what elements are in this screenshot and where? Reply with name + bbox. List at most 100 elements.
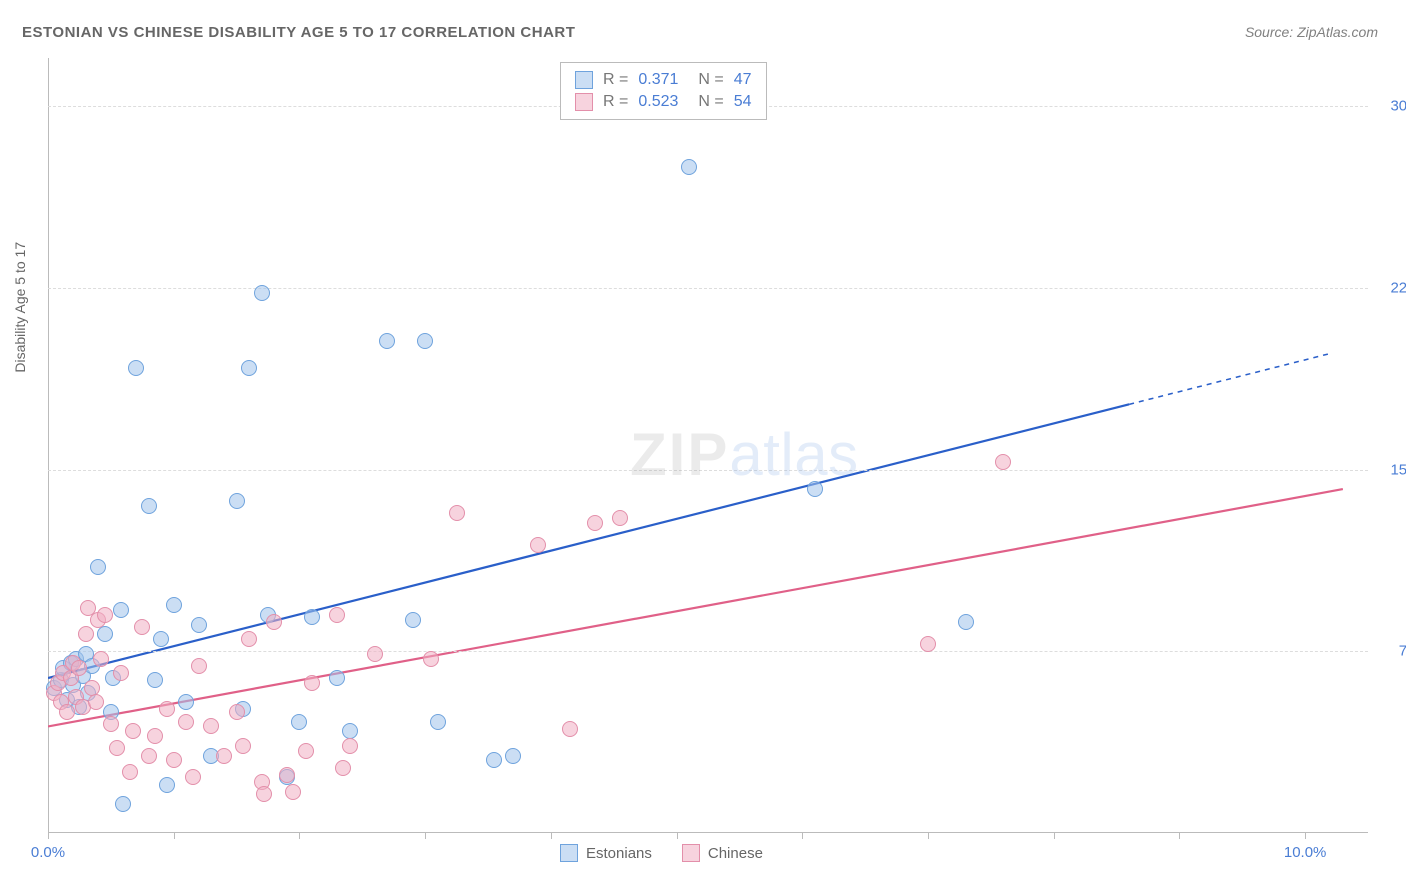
stat-n-label: N = bbox=[698, 93, 723, 111]
x-tick bbox=[299, 833, 300, 839]
scatter-point bbox=[141, 498, 157, 514]
scatter-point bbox=[128, 360, 144, 376]
stat-r-value: 0.371 bbox=[638, 71, 678, 89]
y-tick-label: 15.0% bbox=[1390, 461, 1406, 478]
scatter-point bbox=[423, 651, 439, 667]
scatter-point bbox=[84, 680, 100, 696]
x-tick bbox=[425, 833, 426, 839]
chart-title: ESTONIAN VS CHINESE DISABILITY AGE 5 TO … bbox=[22, 24, 575, 41]
scatter-point bbox=[134, 619, 150, 635]
scatter-point bbox=[191, 617, 207, 633]
scatter-point bbox=[329, 670, 345, 686]
y-tick-label: 7.5% bbox=[1399, 643, 1406, 660]
scatter-point bbox=[304, 675, 320, 691]
scatter-point bbox=[229, 493, 245, 509]
scatter-point bbox=[78, 626, 94, 642]
stat-n-label: N = bbox=[698, 71, 723, 89]
scatter-point bbox=[93, 651, 109, 667]
scatter-point bbox=[342, 738, 358, 754]
scatter-point bbox=[166, 597, 182, 613]
scatter-point bbox=[266, 614, 282, 630]
gridline bbox=[48, 470, 1368, 471]
scatter-point bbox=[178, 694, 194, 710]
scatter-point bbox=[449, 505, 465, 521]
x-tick bbox=[551, 833, 552, 839]
stats-legend: R = 0.371 N = 47 R = 0.523 N = 54 bbox=[560, 62, 767, 120]
scatter-point bbox=[335, 760, 351, 776]
scatter-point bbox=[203, 718, 219, 734]
scatter-point bbox=[71, 660, 87, 676]
x-tick bbox=[928, 833, 929, 839]
scatter-point bbox=[405, 612, 421, 628]
scatter-point bbox=[97, 607, 113, 623]
stats-legend-row: R = 0.523 N = 54 bbox=[575, 91, 752, 113]
scatter-point bbox=[191, 658, 207, 674]
x-tick-label: 10.0% bbox=[1284, 844, 1327, 861]
scatter-point bbox=[122, 764, 138, 780]
series-legend-label: Chinese bbox=[708, 845, 763, 862]
scatter-point bbox=[109, 740, 125, 756]
stat-n-value: 54 bbox=[734, 93, 752, 111]
swatch-chinese-icon bbox=[682, 844, 700, 862]
y-tick-label: 22.5% bbox=[1390, 280, 1406, 297]
stat-r-value: 0.523 bbox=[638, 93, 678, 111]
source-attribution: Source: ZipAtlas.com bbox=[1245, 24, 1378, 40]
series-legend-item-estonians: Estonians bbox=[560, 844, 652, 862]
x-tick bbox=[802, 833, 803, 839]
scatter-point bbox=[147, 728, 163, 744]
plot-area: 7.5%15.0%22.5%30.0%0.0%10.0% bbox=[48, 58, 1368, 833]
scatter-point bbox=[304, 609, 320, 625]
scatter-point bbox=[241, 631, 257, 647]
scatter-point bbox=[256, 786, 272, 802]
scatter-point bbox=[329, 607, 345, 623]
scatter-point bbox=[612, 510, 628, 526]
scatter-point bbox=[113, 665, 129, 681]
stat-r-label: R = bbox=[603, 93, 628, 111]
scatter-point bbox=[254, 285, 270, 301]
y-tick-label: 30.0% bbox=[1390, 98, 1406, 115]
gridline bbox=[48, 651, 1368, 652]
scatter-point bbox=[291, 714, 307, 730]
scatter-point bbox=[285, 784, 301, 800]
swatch-icon bbox=[575, 93, 593, 111]
stat-r-label: R = bbox=[603, 71, 628, 89]
scatter-point bbox=[97, 626, 113, 642]
scatter-point bbox=[430, 714, 446, 730]
scatter-point bbox=[298, 743, 314, 759]
x-tick bbox=[48, 833, 49, 839]
series-legend-label: Estonians bbox=[586, 845, 652, 862]
scatter-point bbox=[59, 704, 75, 720]
stats-legend-row: R = 0.371 N = 47 bbox=[575, 69, 752, 91]
scatter-point bbox=[379, 333, 395, 349]
stat-n-value: 47 bbox=[734, 71, 752, 89]
scatter-point bbox=[417, 333, 433, 349]
scatter-point bbox=[681, 159, 697, 175]
scatter-point bbox=[103, 716, 119, 732]
scatter-point bbox=[505, 748, 521, 764]
series-legend: Estonians Chinese bbox=[560, 844, 763, 862]
scatter-point bbox=[159, 777, 175, 793]
gridline bbox=[48, 288, 1368, 289]
x-tick bbox=[174, 833, 175, 839]
scatter-point bbox=[562, 721, 578, 737]
scatter-point bbox=[166, 752, 182, 768]
swatch-estonians-icon bbox=[560, 844, 578, 862]
scatter-point bbox=[995, 454, 1011, 470]
scatter-point bbox=[958, 614, 974, 630]
scatter-point bbox=[229, 704, 245, 720]
scatter-point bbox=[159, 701, 175, 717]
scatter-point bbox=[88, 694, 104, 710]
scatter-point bbox=[241, 360, 257, 376]
swatch-icon bbox=[575, 71, 593, 89]
chart-container: ESTONIAN VS CHINESE DISABILITY AGE 5 TO … bbox=[0, 0, 1406, 892]
scatter-point bbox=[153, 631, 169, 647]
scatter-point bbox=[367, 646, 383, 662]
scatter-point bbox=[178, 714, 194, 730]
scatter-point bbox=[185, 769, 201, 785]
scatter-point bbox=[920, 636, 936, 652]
scatter-point bbox=[216, 748, 232, 764]
scatter-point bbox=[486, 752, 502, 768]
scatter-point bbox=[141, 748, 157, 764]
x-tick bbox=[677, 833, 678, 839]
scatter-point bbox=[807, 481, 823, 497]
